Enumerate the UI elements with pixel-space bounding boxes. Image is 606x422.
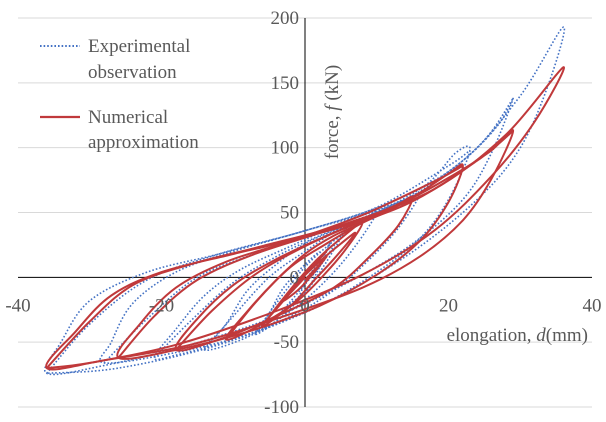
series-line: [46, 26, 566, 375]
x-tick-label: 20: [439, 295, 458, 316]
x-tick-label: -40: [5, 295, 30, 316]
x-axis-title: elongation, d(mm): [447, 325, 588, 346]
series-line: [260, 231, 357, 328]
x-tick-label: 40: [583, 295, 602, 316]
x-tick-label: 0: [300, 295, 310, 316]
y-tick-label: 150: [271, 73, 300, 94]
legend-label-experimental-line1: Experimental: [88, 36, 190, 57]
legend-label-experimental-line2: observation: [88, 62, 177, 83]
x-tick-label: -20: [149, 295, 174, 316]
y-tick-label: 100: [271, 138, 300, 159]
series-line: [224, 221, 364, 341]
series-line: [203, 210, 378, 352]
series-line: [45, 66, 565, 370]
legend: Experimental observation Numerical appro…: [40, 36, 199, 153]
legend-label-numerical-line2: approximation: [88, 132, 199, 153]
legend-label-numerical-line1: Numerical: [88, 107, 168, 128]
series-numerical: [45, 66, 565, 371]
y-tick-label: 50: [280, 203, 299, 224]
series-line: [282, 255, 328, 302]
series-line: [253, 224, 349, 336]
series-layer: [44, 26, 566, 376]
series-line: [44, 96, 514, 376]
y-tick-label: -50: [274, 332, 299, 353]
series-line: [153, 191, 421, 361]
y-tick-label: 200: [271, 8, 300, 29]
y-axis-title: force, f (kN): [322, 65, 343, 159]
y-tick-label: 0: [290, 267, 300, 288]
y-tick-label: -100: [264, 397, 299, 417]
